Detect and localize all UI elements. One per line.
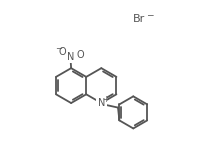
- Text: N: N: [67, 52, 74, 62]
- Text: −: −: [146, 11, 154, 20]
- Text: O: O: [76, 50, 84, 60]
- Text: +: +: [102, 95, 109, 104]
- Text: N: N: [98, 98, 105, 108]
- Text: O: O: [58, 47, 66, 57]
- Text: −: −: [55, 45, 62, 54]
- Text: Br: Br: [133, 14, 146, 24]
